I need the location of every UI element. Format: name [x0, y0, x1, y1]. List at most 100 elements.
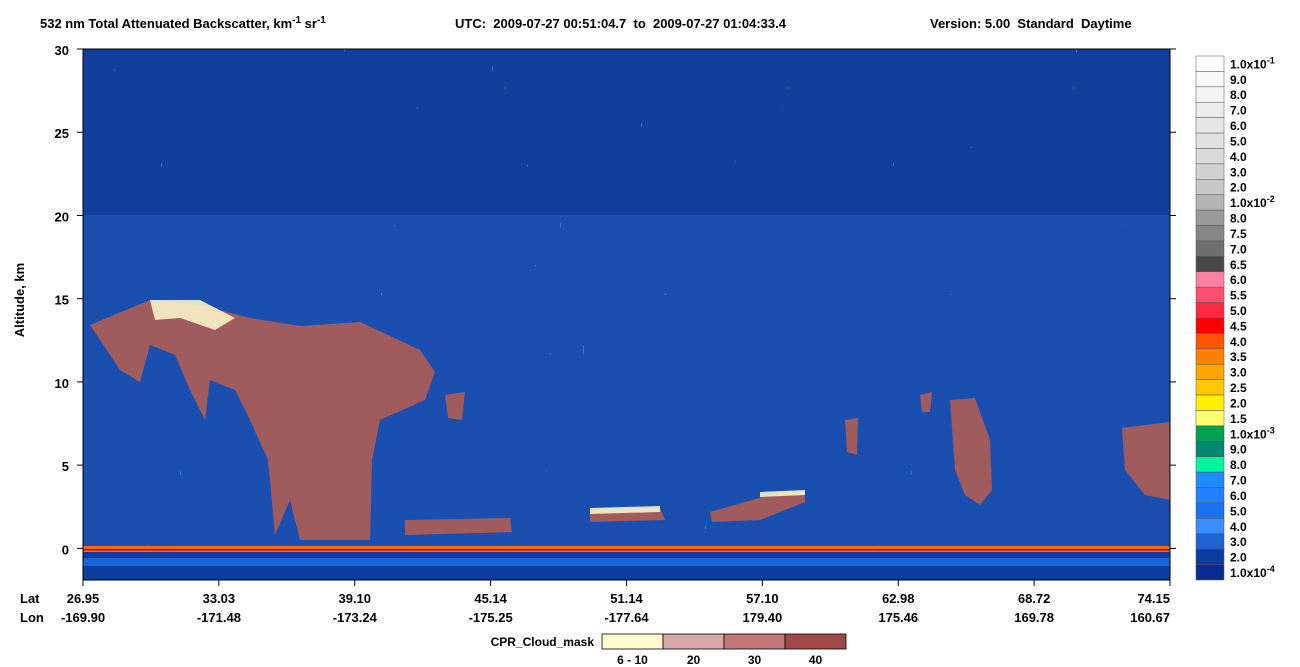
colorbar-swatch [1195, 71, 1225, 88]
x-tick-label: 57.10 [746, 591, 779, 606]
x-tick-label: 74.15 [1137, 591, 1170, 606]
colorbar-label-text: 5.5 [1230, 289, 1247, 303]
colorbar-label: 4.0 [1230, 520, 1247, 534]
title-text: sr [301, 16, 317, 31]
y-tick-label: 5 [62, 459, 69, 474]
colorbar-label-text: 2.5 [1230, 381, 1247, 395]
colorbar-label-exponent: -2 [1267, 194, 1275, 204]
version-label: Version: 5.00 Standard Daytime [930, 16, 1132, 31]
colorbar-label-text: 1.0x10 [1230, 427, 1267, 441]
colorbar-label-text: 3.5 [1230, 350, 1247, 364]
colorbar-label: 9.0 [1230, 73, 1247, 87]
colorbar-swatch [1195, 55, 1225, 72]
x-tick-label: 179.40 [742, 610, 782, 625]
colorbar-label: 6.5 [1230, 258, 1247, 272]
colorbar-swatch [1195, 240, 1225, 257]
colorbar-label-text: 8.0 [1230, 212, 1247, 226]
colorbar-label-text: 4.0 [1230, 520, 1247, 534]
colorbar-label: 7.5 [1230, 227, 1247, 241]
colorbar-label-text: 3.0 [1230, 165, 1247, 179]
colorbar-swatch [1195, 271, 1225, 288]
colorbar-label: 8.0 [1230, 458, 1247, 472]
colorbar-label-text: 4.0 [1230, 335, 1247, 349]
colorbar-label: 2.0 [1230, 396, 1247, 410]
colorbar-label-text: 7.5 [1230, 227, 1247, 241]
colorbar-label: 1.0x10-2 [1230, 194, 1275, 210]
colorbar-label-text: 1.0x10 [1230, 566, 1267, 580]
colorbar-label: 2.0 [1230, 181, 1247, 195]
colorbar-label: 8.0 [1230, 212, 1247, 226]
colorbar-label: 7.0 [1230, 474, 1247, 488]
colorbar-swatch [1195, 117, 1225, 134]
colorbar-label-text: 5.0 [1230, 504, 1247, 518]
colorbar-swatch [1195, 333, 1225, 350]
colorbar-swatch [1195, 441, 1225, 457]
colorbar-label-text: 6.0 [1230, 489, 1247, 503]
colorbar-swatch [1195, 363, 1225, 380]
colorbar-label-text: 6.0 [1230, 273, 1247, 287]
colorbar-label: 7.0 [1230, 242, 1247, 256]
colorbar-swatch [1195, 86, 1225, 103]
x-tick-label: -171.48 [197, 610, 241, 625]
colorbar-swatch [1195, 425, 1225, 442]
colorbar-label-text: 4.5 [1230, 319, 1247, 333]
colorbar-swatch [1195, 179, 1225, 195]
colorbar-label-text: 9.0 [1230, 443, 1247, 457]
colorbar-swatch [1195, 148, 1225, 165]
colorbar-label: 8.0 [1230, 88, 1247, 102]
colorbar-swatch [1195, 394, 1225, 411]
colorbar-label-text: 6.0 [1230, 119, 1247, 133]
colorbar-label-text: 1.0x10 [1230, 57, 1267, 71]
y-tick-label: 15 [55, 293, 69, 308]
colorbar-label: 3.5 [1230, 350, 1247, 364]
x-tick-label: 169.78 [1014, 610, 1054, 625]
x-tick-label: 26.95 [67, 591, 100, 606]
colorbar-swatch [1195, 564, 1225, 581]
x-tick-label: -175.25 [469, 610, 513, 625]
x-tick-label: -173.24 [333, 610, 378, 625]
colorbar-swatch [1195, 456, 1225, 473]
colorbar-label: 3.0 [1230, 366, 1247, 380]
colorbar-label: 5.0 [1230, 304, 1247, 318]
colorbar-label-text: 9.0 [1230, 73, 1247, 87]
colorbar-swatch [1195, 317, 1225, 334]
colorbar-swatch [1195, 471, 1225, 488]
colorbar-label: 4.5 [1230, 319, 1247, 333]
colorbar-label: 3.0 [1230, 535, 1247, 549]
x-tick-label: 33.03 [203, 591, 236, 606]
colorbar-label: 6.0 [1230, 119, 1247, 133]
cpr-legend-label: 20 [687, 653, 701, 667]
cpr-legend-swatch [662, 633, 725, 650]
y-tick-label: 25 [55, 126, 69, 141]
colorbar-label: 1.0x10-3 [1230, 425, 1275, 441]
colorbar-swatch [1195, 502, 1225, 519]
cpr-legend-swatch [723, 633, 786, 650]
colorbar-swatch [1195, 132, 1225, 149]
colorbar-swatch [1195, 209, 1225, 226]
colorbar-swatch [1195, 348, 1225, 365]
x-tick-label: 160.67 [1130, 610, 1170, 625]
colorbar-label-text: 5.0 [1230, 134, 1247, 148]
colorbar-swatch [1195, 225, 1225, 242]
colorbar-swatch [1195, 379, 1225, 396]
x-tick-label: 45.14 [474, 591, 507, 606]
colorbar-label-text: 5.0 [1230, 304, 1247, 318]
y-tick-label: 20 [55, 209, 69, 224]
colorbar-label: 4.0 [1230, 150, 1247, 164]
colorbar-label-text: 3.0 [1230, 535, 1247, 549]
x-tick-label: 175.46 [878, 610, 918, 625]
backscatter-image [83, 49, 1170, 580]
colorbar-label: 1.5 [1230, 412, 1247, 426]
colorbar-swatch [1195, 548, 1225, 565]
y-tick-label: 10 [55, 376, 69, 391]
x-row-name: Lat [20, 591, 40, 606]
colorbar-swatch [1195, 163, 1225, 180]
chart-subtitle: UTC: 2009-07-27 00:51:04.7 to 2009-07-27… [455, 16, 787, 31]
colorbar-label: 4.0 [1230, 335, 1247, 349]
colorbar-swatch [1195, 533, 1225, 550]
colorbar-label-text: 1.0x10 [1230, 196, 1267, 210]
title-text: 532 nm Total Attenuated Backscatter, km [40, 16, 292, 31]
y-tick-label: 30 [55, 43, 69, 58]
colorbar-swatch [1195, 286, 1225, 303]
